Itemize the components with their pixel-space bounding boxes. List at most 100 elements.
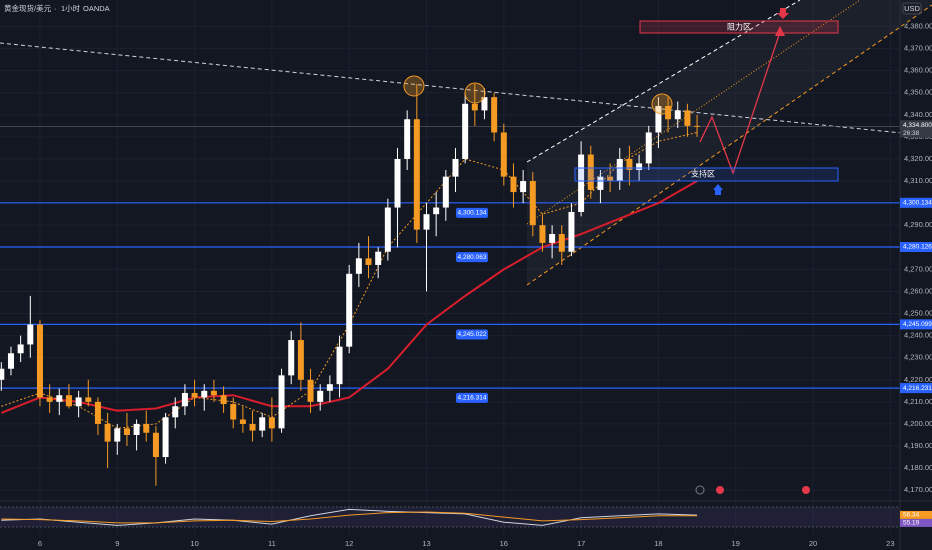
y-tick-label: 4,240.000: [904, 331, 932, 340]
candle-body: [442, 176, 449, 208]
candle-body: [65, 395, 72, 407]
x-tick-label: 23: [886, 539, 894, 548]
candle-body: [181, 393, 188, 407]
level-label: 4,245.099: [903, 321, 932, 328]
candle-body: [326, 384, 333, 391]
candle-body: [56, 395, 63, 402]
level-label: 4,280.126: [903, 244, 932, 251]
candle-body: [462, 103, 469, 159]
level-tag-label: 4,216.314: [458, 395, 487, 402]
candle-body: [123, 428, 130, 435]
level-tag-label: 4,280.063: [458, 254, 487, 261]
y-tick-label: 4,320.000: [904, 154, 932, 163]
x-tick-label: 12: [345, 539, 353, 548]
level-tag-label: 4,300.134: [458, 210, 487, 217]
candle-body: [220, 395, 227, 405]
y-tick-label: 4,230.000: [904, 353, 932, 362]
oscillator: [0, 506, 900, 528]
candle-body: [365, 258, 372, 265]
candle-body: [568, 211, 575, 252]
candle-body: [85, 397, 92, 402]
candle-body: [172, 406, 179, 418]
x-tick-label: 20: [809, 539, 817, 548]
candle-body: [452, 158, 459, 177]
candle-body: [336, 346, 343, 385]
y-tick-label: 4,220.000: [904, 375, 932, 384]
candle-body: [239, 419, 246, 424]
candle-body: [7, 353, 14, 369]
grid: [0, 0, 900, 535]
candle-body: [191, 393, 198, 398]
event-icon[interactable]: [802, 486, 810, 494]
candle-body: [75, 397, 82, 407]
level-tag: [900, 383, 932, 394]
arrow-down: [780, 8, 786, 14]
arrow-down: [777, 13, 789, 19]
candle-body: [210, 390, 217, 396]
y-tick-label: 4,190.000: [904, 441, 932, 450]
x-tick-label: 13: [422, 539, 430, 548]
y-tick-label: 4,180.000: [904, 463, 932, 472]
candle-body: [404, 119, 411, 159]
y-tick-label: 4,370.000: [904, 44, 932, 53]
candle-body: [307, 379, 314, 402]
candle-body: [597, 176, 604, 190]
event-icon[interactable]: [716, 486, 724, 494]
level-tag: [456, 329, 488, 340]
exchange: OANDA: [83, 4, 110, 13]
interval: 1小时: [61, 3, 81, 13]
candle-body: [549, 234, 556, 243]
x-tick-label: 17: [577, 539, 585, 548]
y-tick-label: 4,260.000: [904, 286, 932, 295]
candle-body: [558, 234, 565, 252]
candle-body: [36, 324, 43, 398]
plot: [0, 83, 900, 486]
candle-body: [645, 132, 652, 164]
candle-body: [94, 401, 101, 424]
y-tick-label: 4,170.000: [904, 485, 932, 494]
candle-body: [259, 417, 266, 431]
y-tick-label: 4,380.000: [904, 21, 932, 30]
channel-upper: [526, 0, 801, 163]
level-tag: [900, 197, 932, 208]
currency-box[interactable]: [902, 2, 922, 15]
resistance-zone: [639, 20, 839, 34]
header-sep: ·: [54, 4, 57, 13]
candle-body: [143, 423, 150, 433]
y-tick-label: 4,360.000: [904, 66, 932, 75]
candle-body: [288, 340, 295, 376]
y-tick-label: 4,250.000: [904, 309, 932, 318]
candle-body: [655, 105, 662, 133]
candle-body: [230, 404, 237, 420]
candle-body: [529, 181, 536, 226]
last-price-label: 4,334.800: [903, 122, 932, 129]
zone-label: 支持区: [691, 169, 715, 179]
candle-body: [616, 158, 623, 182]
x-tick-label: 10: [190, 539, 198, 548]
osc-tag-label: 56.34: [903, 512, 920, 519]
candle-body: [17, 344, 24, 354]
osc-band: [0, 507, 900, 527]
osc-line: [1, 508, 698, 526]
projection-path: [699, 31, 781, 175]
candle-body: [607, 176, 614, 182]
candle-body: [674, 110, 681, 120]
candle-body: [384, 207, 391, 252]
candle-body: [626, 158, 633, 171]
candle-body: [587, 154, 594, 190]
level-tag: [456, 392, 488, 403]
event-icon[interactable]: [695, 485, 705, 495]
candle-body: [520, 181, 527, 193]
countdown: 26:38: [903, 130, 920, 137]
candle-body: [0, 368, 5, 380]
zone-label: 阻力区: [727, 22, 751, 32]
arrow-up: [715, 190, 721, 195]
channel-fill: [527, 0, 932, 285]
candle-body: [500, 132, 507, 177]
candle-body: [578, 154, 585, 212]
osc-tag: [900, 518, 932, 527]
level-label: 4,300.134: [903, 200, 932, 207]
